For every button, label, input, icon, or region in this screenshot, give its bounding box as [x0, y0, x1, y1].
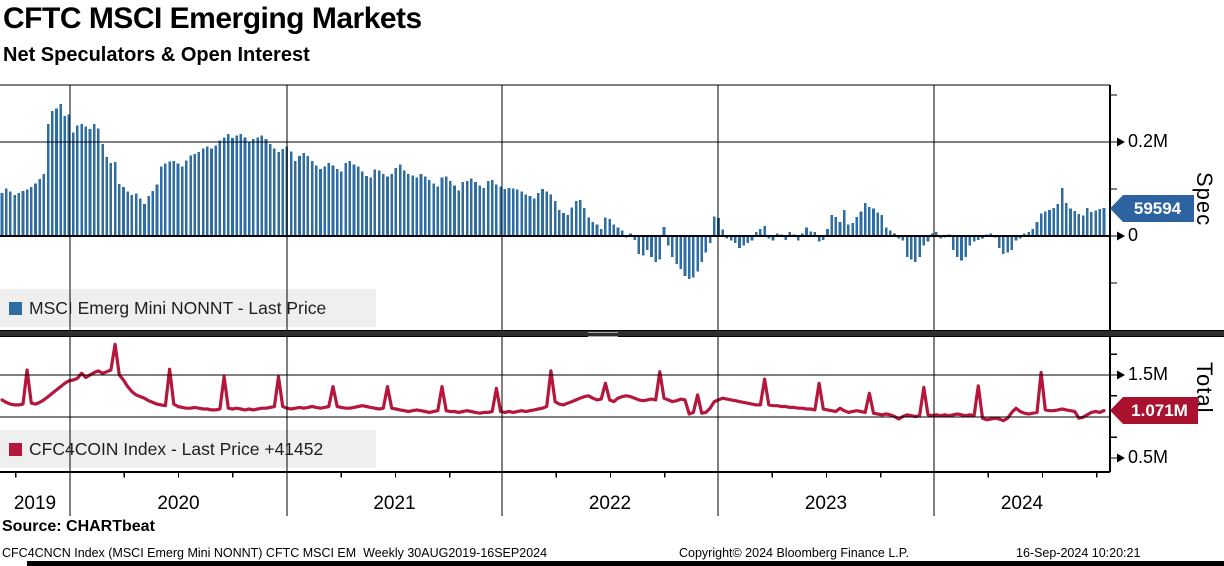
x-year-label: 2020: [157, 493, 200, 514]
y-tick-label: 0.2M: [1128, 131, 1169, 151]
page-title: CFTC MSCI Emerging Markets: [3, 2, 422, 35]
legend-total-label: CFC4COIN Index - Last Price +41452: [29, 438, 324, 459]
taskbar-edge: [27, 561, 1224, 566]
x-year-label: 2024: [1000, 493, 1044, 514]
legend-spec-label: MSCI Emerg Mini NONNT - Last Price: [29, 297, 327, 318]
panel-divider[interactable]: [0, 330, 1224, 337]
legend-swatch-spec-icon: [9, 301, 22, 315]
y-tick-label: 0: [1128, 225, 1139, 245]
footer-copyright: Copyright© 2024 Bloomberg Finance L.P.: [679, 546, 909, 560]
x-year-label: 2022: [588, 493, 632, 514]
total-last-value: 1.071M: [1131, 400, 1188, 420]
y-tick-label: 1.5M: [1128, 364, 1169, 384]
page-subtitle: Net Speculators & Open Interest: [3, 44, 310, 66]
x-year-label: 2021: [373, 493, 416, 514]
legend-spec[interactable]: MSCI Emerg Mini NONNT - Last Price: [0, 289, 376, 327]
legend-total[interactable]: CFC4COIN Index - Last Price +41452: [0, 430, 376, 468]
footer-ticker-info: CFC4CNCN Index (MSCI Emerg Mini NONNT) C…: [2, 546, 548, 560]
spec-last-value-tag: 59594: [1110, 195, 1194, 222]
x-year-label: 2023: [804, 493, 848, 514]
legend-swatch-total-icon: [9, 442, 22, 456]
spec-axis-title: Spec: [1192, 172, 1217, 227]
spec-last-value: 59594: [1133, 198, 1182, 218]
x-year-label: 2019: [13, 493, 57, 514]
divider-grip-icon[interactable]: [588, 332, 618, 337]
footer-timestamp: 16-Sep-2024 10:20:21: [1016, 546, 1141, 560]
source-line: Source: CHARTbeat: [2, 518, 155, 535]
total-last-value-tag: 1.071M: [1110, 397, 1198, 424]
y-tick-label: 0.5M: [1128, 447, 1169, 467]
